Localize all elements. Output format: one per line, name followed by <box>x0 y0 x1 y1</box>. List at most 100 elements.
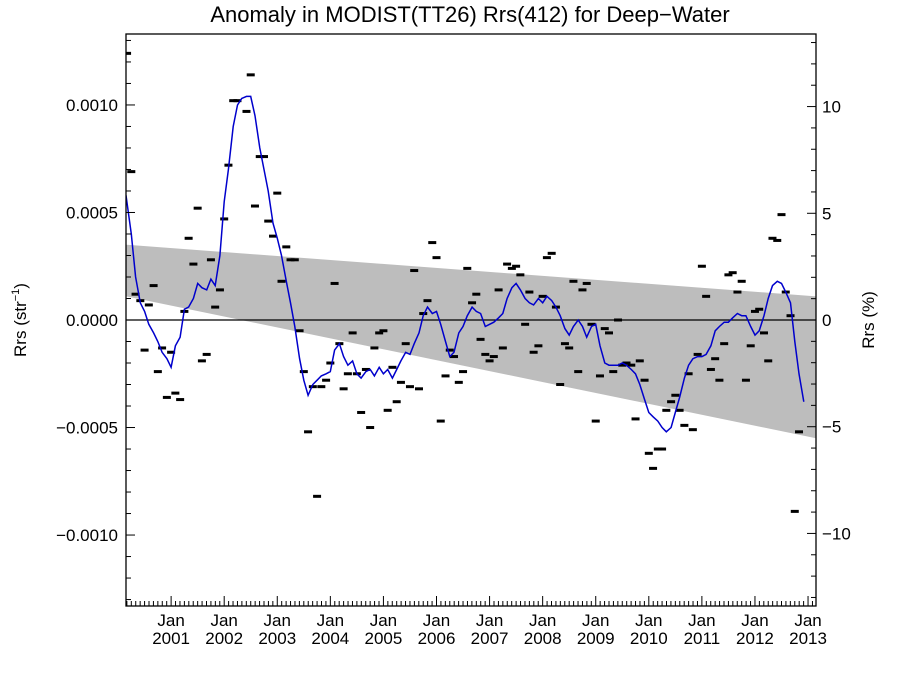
y-left-tick-label: −0.0005 <box>56 419 118 438</box>
x-tick-label-month: Jan <box>688 611 715 630</box>
monthly-point <box>640 378 649 382</box>
uncertainty-band <box>126 244 816 439</box>
monthly-point <box>158 346 167 350</box>
monthly-point <box>211 305 220 309</box>
monthly-point <box>423 299 432 303</box>
monthly-point <box>635 359 644 363</box>
monthly-point <box>370 346 379 350</box>
monthly-point <box>702 294 711 298</box>
x-tick-label-month: Jan <box>529 611 556 630</box>
monthly-point <box>627 363 636 367</box>
monthly-point <box>773 238 782 242</box>
monthly-point <box>295 329 304 333</box>
monthly-point <box>140 348 149 352</box>
x-tick-label-month: Jan <box>582 611 609 630</box>
monthly-point <box>795 430 804 434</box>
x-tick-label-year: 2002 <box>205 629 243 648</box>
monthly-point <box>715 378 724 382</box>
monthly-point <box>299 370 308 374</box>
y-left-tick-label: 0.0005 <box>66 203 118 222</box>
x-tick-label-year: 2010 <box>630 629 668 648</box>
monthly-point <box>322 378 331 382</box>
monthly-point <box>653 447 662 451</box>
monthly-point <box>317 385 326 389</box>
monthly-point <box>764 359 773 363</box>
monthly-point <box>658 447 667 451</box>
monthly-point <box>246 73 255 77</box>
x-tick-label-month: Jan <box>794 611 821 630</box>
monthly-point <box>472 292 481 296</box>
monthly-point <box>308 385 317 389</box>
y-right-tick-label: −5 <box>822 418 841 437</box>
x-tick-label-month: Jan <box>264 611 291 630</box>
running-mean-line <box>126 95 805 433</box>
monthly-point <box>498 346 507 350</box>
monthly-point <box>724 273 733 277</box>
monthly-point <box>706 367 715 371</box>
y-axis-left-label-sup: −1 <box>10 289 22 302</box>
y-left-tick-label: 0.0010 <box>66 96 118 115</box>
monthly-point <box>202 352 211 356</box>
monthly-point <box>560 342 569 346</box>
monthly-point <box>600 327 609 331</box>
monthly-point <box>777 213 786 217</box>
monthly-points-layer <box>126 51 804 513</box>
monthly-point <box>410 269 419 273</box>
x-tick-label-month: Jan <box>210 611 237 630</box>
monthly-point <box>582 281 591 285</box>
monthly-point <box>786 314 795 318</box>
monthly-point <box>339 387 348 391</box>
y-right-tick-label: −10 <box>822 524 851 543</box>
monthly-point <box>746 344 755 348</box>
monthly-point <box>330 281 339 285</box>
x-tick-label-year: 2013 <box>789 629 827 648</box>
x-tick-label-month: Jan <box>635 611 662 630</box>
monthly-point <box>357 410 366 414</box>
monthly-point <box>432 256 441 260</box>
monthly-point <box>126 51 132 55</box>
monthly-point <box>144 303 153 307</box>
monthly-point <box>737 279 746 283</box>
monthly-point <box>375 331 384 335</box>
monthly-point <box>662 408 671 412</box>
x-tick-label-month: Jan <box>423 611 450 630</box>
y-axis-right-label: Rrs (%) <box>859 291 878 349</box>
y-axis-right-ticks: 10 5 0 −5 −10 <box>807 42 851 598</box>
monthly-point <box>591 419 600 423</box>
monthly-point <box>290 258 299 262</box>
y-left-tick-label: 0.0000 <box>66 311 118 330</box>
monthly-point <box>436 419 445 423</box>
monthly-point <box>675 408 684 412</box>
monthly-point <box>538 294 547 298</box>
monthly-point <box>277 279 286 283</box>
monthly-point <box>574 370 583 374</box>
monthly-point <box>260 155 268 159</box>
monthly-point <box>529 350 538 354</box>
x-tick-label-month: Jan <box>476 611 503 630</box>
monthly-point <box>189 262 198 266</box>
monthly-point <box>131 292 140 296</box>
monthly-point <box>741 378 750 382</box>
monthly-point <box>366 426 375 430</box>
monthly-point <box>768 236 777 240</box>
monthly-point <box>162 395 171 399</box>
x-tick-label-year: 2001 <box>152 629 190 648</box>
monthly-point <box>503 262 512 266</box>
monthly-point <box>489 355 498 359</box>
monthly-point <box>697 264 706 268</box>
monthly-point <box>441 374 450 378</box>
monthly-point <box>667 400 676 404</box>
monthly-point <box>494 288 503 292</box>
x-tick-label-year: 2011 <box>684 629 721 648</box>
monthly-point <box>759 331 768 335</box>
monthly-point <box>755 307 764 311</box>
monthly-point <box>542 256 551 260</box>
y-right-tick-label: 5 <box>822 204 831 223</box>
monthly-point <box>614 318 623 322</box>
monthly-point <box>127 170 136 174</box>
x-tick-label-month: Jan <box>370 611 397 630</box>
monthly-point <box>547 251 556 255</box>
monthly-point <box>428 241 437 245</box>
monthly-point <box>587 322 596 326</box>
